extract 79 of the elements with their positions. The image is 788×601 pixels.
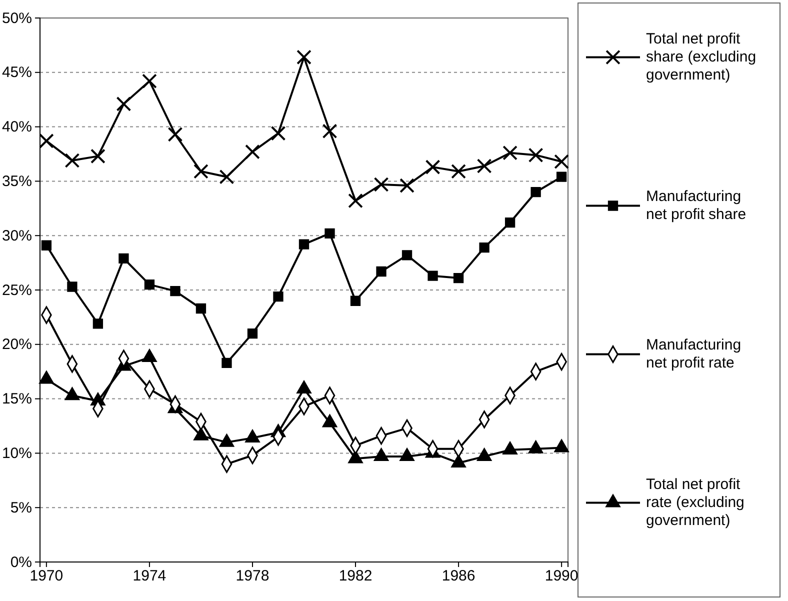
point: [118, 253, 129, 264]
point: [350, 296, 361, 306]
point: [322, 414, 338, 428]
point: [528, 148, 544, 163]
x-tick-label: 1986: [442, 568, 476, 585]
point: [219, 434, 234, 447]
y-tick-label: 10%: [2, 445, 32, 462]
point: [67, 282, 78, 292]
y-tick-label: 30%: [2, 227, 32, 244]
point: [554, 154, 569, 170]
point: [479, 242, 490, 253]
y-tick-label: 5%: [10, 499, 32, 516]
point: [374, 448, 389, 462]
point: [504, 217, 516, 228]
point: [39, 370, 54, 384]
y-tick-label: 0%: [10, 554, 32, 571]
point: [245, 430, 260, 443]
point: [476, 448, 492, 462]
point: [425, 160, 440, 174]
point: [296, 380, 312, 394]
y-tick-label: 45%: [2, 64, 32, 82]
y-tick-label: 35%: [2, 173, 32, 190]
point: [348, 450, 363, 464]
x-tick-label: 1982: [338, 568, 372, 585]
x-tick-label: 1978: [236, 568, 270, 585]
point: [247, 328, 258, 339]
point: [92, 318, 104, 329]
point: [296, 50, 312, 65]
point: [453, 272, 464, 284]
y-tick-label: 50%: [2, 10, 32, 27]
point: [530, 187, 541, 198]
point: [41, 240, 52, 250]
legend-label: Total net profit rate (excluding government): [646, 476, 744, 529]
point: [270, 126, 286, 141]
point: [142, 349, 157, 362]
point: [196, 303, 206, 314]
legend-label: Total net profit share (excluding government): [646, 30, 756, 84]
point: [374, 177, 389, 192]
point: [39, 134, 54, 148]
point: [219, 169, 234, 184]
y-tick-label: 40%: [2, 118, 32, 136]
point: [428, 270, 438, 281]
point: [324, 228, 335, 239]
y-tick-label: 25%: [2, 282, 32, 299]
point: [144, 279, 155, 290]
point: [194, 427, 208, 440]
point: [502, 145, 518, 160]
point: [222, 358, 232, 368]
legend-label: Manufacturing net profit share: [646, 188, 746, 223]
point: [556, 172, 567, 182]
point: [400, 178, 414, 193]
point: [142, 74, 157, 89]
legend-label: Manufacturing net profit rate: [646, 336, 742, 372]
point: [402, 250, 412, 260]
point: [273, 291, 284, 302]
point: [554, 439, 569, 452]
point: [116, 96, 132, 112]
point: [502, 442, 518, 454]
point: [64, 153, 80, 168]
point: [322, 124, 338, 139]
x-tick-label: 1974: [132, 568, 166, 585]
point: [64, 387, 80, 400]
point: [194, 164, 208, 179]
point: [348, 193, 363, 208]
point: [451, 454, 466, 468]
point: [170, 286, 180, 296]
y-tick-label: 15%: [2, 390, 32, 408]
point: [376, 266, 386, 277]
point: [528, 440, 544, 454]
x-tick-label: 1970: [30, 568, 64, 585]
point: [451, 164, 466, 179]
y-tick-label: 20%: [2, 336, 32, 354]
point: [298, 239, 310, 250]
point: [400, 448, 414, 462]
point: [168, 126, 183, 142]
x-tick-label: 1990: [544, 568, 578, 585]
point: [90, 148, 106, 164]
point: [245, 144, 260, 160]
point: [476, 158, 492, 174]
